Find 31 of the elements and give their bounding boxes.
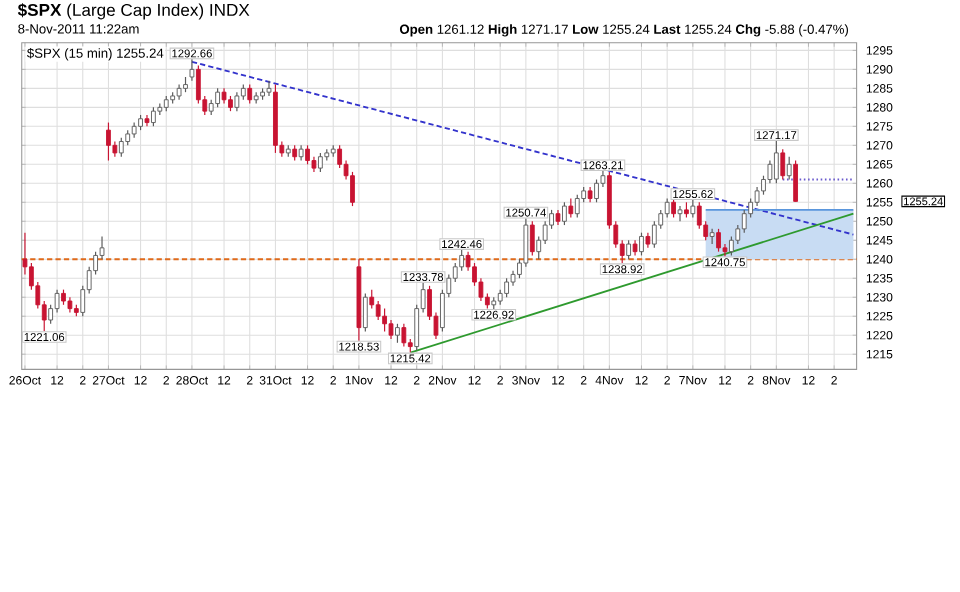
candlestick xyxy=(504,277,509,298)
candlestick xyxy=(639,231,644,256)
candlestick xyxy=(382,307,387,332)
candlestick xyxy=(215,87,221,108)
candlestick xyxy=(317,152,323,173)
candlestick xyxy=(677,205,683,222)
candlestick xyxy=(786,155,792,180)
candlestick xyxy=(562,201,567,226)
candlestick xyxy=(247,83,253,104)
candlestick xyxy=(151,106,156,127)
candlestick xyxy=(401,322,407,347)
candlestick xyxy=(568,197,574,218)
candlestick xyxy=(395,322,400,344)
candlestick xyxy=(362,292,368,332)
candlestick xyxy=(305,144,310,165)
candlestick xyxy=(709,227,715,245)
candlestick xyxy=(369,288,375,309)
candlestick xyxy=(594,178,599,203)
candlestick xyxy=(529,220,535,256)
candlestick xyxy=(118,136,124,158)
candlestick xyxy=(716,227,721,252)
candlestick xyxy=(106,121,111,161)
candlestick xyxy=(671,197,676,218)
candlestick xyxy=(780,148,786,180)
chart-title: $SPX (Large Cap Index) INDX xyxy=(17,2,250,20)
candlestick xyxy=(626,239,632,260)
candlestick xyxy=(144,114,150,127)
candlestick xyxy=(266,79,272,97)
candlestick xyxy=(234,91,240,112)
candlestick xyxy=(793,159,798,202)
candlestick xyxy=(574,193,580,218)
